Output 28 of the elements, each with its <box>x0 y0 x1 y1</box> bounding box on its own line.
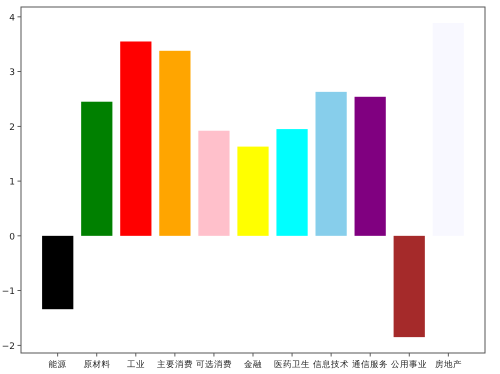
x-tick-label: 公用事业 <box>391 359 428 370</box>
x-tick-label: 通信服务 <box>352 359 388 370</box>
x-tick-label: 能源 <box>48 359 67 370</box>
y-tick-label: 2 <box>9 122 15 133</box>
y-tick-label: 3 <box>9 68 15 78</box>
y-tick-label: 0 <box>9 232 16 242</box>
bar <box>315 92 347 236</box>
bar <box>276 129 308 236</box>
y-tick-label: 4 <box>9 13 16 24</box>
bar <box>354 96 386 236</box>
bar <box>120 41 152 236</box>
x-tick-label: 房地产 <box>434 359 462 370</box>
x-tick-label: 可选消费 <box>196 359 232 370</box>
x-tick-label: 信息技术 <box>313 359 350 370</box>
bar <box>198 130 230 236</box>
y-tick-label: −2 <box>2 342 15 352</box>
bar <box>237 146 269 236</box>
x-tick-label: 工业 <box>126 359 145 370</box>
x-tick-label: 原材料 <box>83 359 110 370</box>
bar <box>42 236 74 310</box>
bar <box>159 50 191 236</box>
y-tick-label: −1 <box>2 287 15 298</box>
bar <box>81 102 112 236</box>
x-tick-label: 医药卫生 <box>274 359 310 370</box>
y-tick-label: 1 <box>9 178 15 188</box>
x-tick-label: 金融 <box>244 359 262 370</box>
x-tick-label: 主要消费 <box>156 359 193 370</box>
bar <box>394 236 425 338</box>
